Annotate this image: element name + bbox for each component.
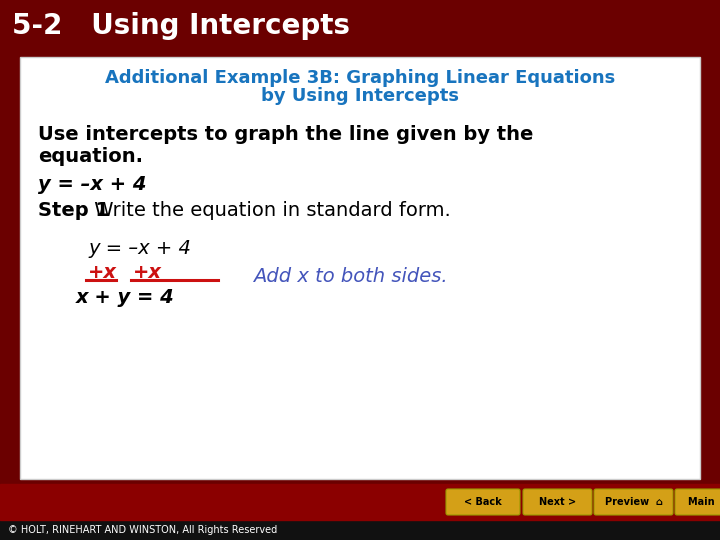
Text: < Back: < Back — [464, 497, 502, 507]
FancyBboxPatch shape — [594, 489, 673, 515]
Bar — [0, 484, 720, 520]
Text: Use intercepts to graph the line given by the: Use intercepts to graph the line given b… — [38, 125, 534, 144]
Text: Step 1: Step 1 — [38, 201, 109, 220]
Text: Preview  ⌂: Preview ⌂ — [605, 497, 662, 507]
Text: x + y = 4: x + y = 4 — [76, 288, 175, 307]
Text: Additional Example 3B: Graphing Linear Equations: Additional Example 3B: Graphing Linear E… — [105, 69, 615, 87]
FancyBboxPatch shape — [446, 489, 520, 515]
Text: 5-2   Using Intercepts: 5-2 Using Intercepts — [12, 12, 350, 40]
Text: y = –x + 4: y = –x + 4 — [38, 175, 146, 194]
Text: equation.: equation. — [38, 147, 143, 166]
Text: Next >: Next > — [539, 497, 576, 507]
Text: by Using Intercepts: by Using Intercepts — [261, 87, 459, 105]
FancyBboxPatch shape — [675, 489, 720, 515]
Text: Write the equation in standard form.: Write the equation in standard form. — [88, 201, 451, 220]
Text: y = –x + 4: y = –x + 4 — [88, 239, 191, 258]
FancyBboxPatch shape — [523, 489, 592, 515]
Text: Main  ⌂: Main ⌂ — [688, 497, 720, 507]
Bar — [0, 0, 720, 52]
Text: © HOLT, RINEHART AND WINSTON, All Rights Reserved: © HOLT, RINEHART AND WINSTON, All Rights… — [8, 525, 277, 535]
Bar — [20, 57, 700, 479]
Text: +x: +x — [133, 263, 162, 282]
Text: +x: +x — [88, 263, 117, 282]
Bar — [0, 520, 720, 540]
Text: Add x to both sides.: Add x to both sides. — [253, 267, 448, 286]
